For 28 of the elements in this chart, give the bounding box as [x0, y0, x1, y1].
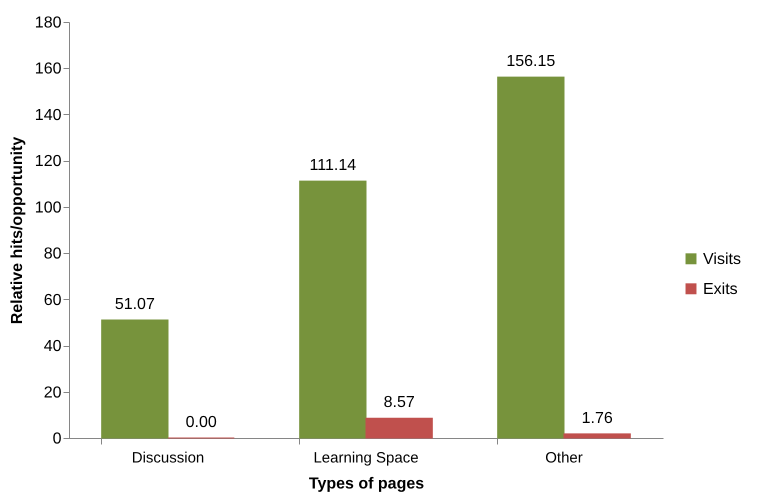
y-tick-label: 100: [34, 199, 62, 216]
data-label: 51.07: [114, 296, 155, 313]
bar: [366, 418, 433, 438]
y-tick-label: 160: [34, 60, 62, 78]
y-tick-label: 140: [34, 106, 62, 124]
data-label: 156.15: [506, 53, 556, 70]
y-tick-label: 60: [44, 292, 62, 309]
y-tick-label: 120: [34, 153, 62, 170]
data-label: 111.14: [310, 157, 356, 174]
legend-label: Exits: [703, 280, 738, 298]
legend-label: Visits: [703, 250, 741, 268]
bar: [497, 76, 564, 438]
bar: [299, 180, 366, 438]
data-label: 1.76: [582, 410, 613, 427]
x-tick-label: Other: [545, 450, 583, 466]
y-tick-label: 20: [44, 384, 62, 402]
y-tick-label: 80: [44, 246, 62, 263]
bar: [564, 433, 631, 438]
y-tick-label: 0: [52, 430, 62, 448]
data-label: 8.57: [384, 394, 415, 412]
x-tick-label: Learning Space: [313, 450, 419, 466]
y-tick-label: 40: [44, 338, 62, 356]
bar: [101, 319, 168, 438]
data-label: 0.00: [186, 414, 217, 431]
x-tick-label: Discussion: [132, 450, 204, 466]
x-axis-title: Types of pages: [308, 476, 424, 492]
y-axis-title: Relative hits/opportunity: [8, 136, 26, 324]
y-tick-label: 180: [34, 14, 62, 32]
